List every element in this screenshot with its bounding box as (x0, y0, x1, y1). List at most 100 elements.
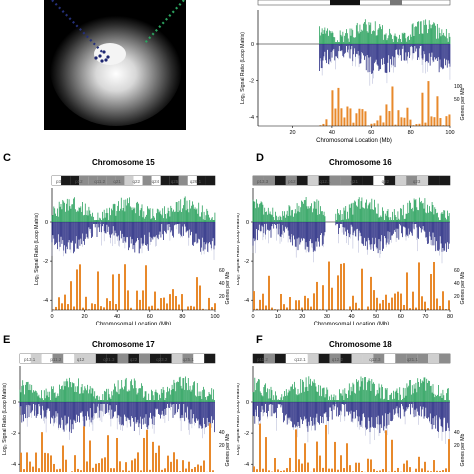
ideogram-band (384, 354, 396, 363)
gene-density-bar (170, 461, 172, 472)
x-axis-label: Chromosomal Location (Mb) (314, 322, 390, 325)
y-tick-label: -2 (43, 259, 48, 265)
gene-density-bar (109, 301, 111, 310)
gene-density-bar (382, 469, 384, 472)
gene-density-bar (274, 309, 276, 310)
gene-density-bar (436, 298, 438, 310)
gene-density-bar (391, 297, 393, 310)
gene-density-bar (412, 125, 415, 126)
gene-density-bar (104, 457, 106, 472)
gene-density-bar (316, 441, 318, 472)
ideogram-band (351, 176, 363, 185)
gene-density-bar (289, 457, 291, 472)
panel-c-chart: p3 p12 q11.2 q21 q22 q24 q25 q26.1 0 -2 -4 Log₂ Sig… (34, 175, 231, 325)
gene-density-bar (340, 108, 343, 126)
gene-density-bar (412, 291, 414, 310)
gene-density-bar (388, 111, 391, 126)
ideogram-band (417, 176, 429, 185)
right-tick-label: 40 (219, 430, 225, 436)
gene-density-bar (200, 465, 202, 472)
x-tick-label: 20 (299, 314, 305, 320)
ideogram-band-label: q22 (133, 179, 141, 184)
ideogram-band (171, 354, 183, 363)
ideogram-band (106, 354, 118, 363)
gene-density-bar (385, 104, 388, 126)
gene-density-bar (385, 294, 387, 310)
gene-density-bar (194, 467, 196, 472)
signal-negative-series (19, 402, 215, 440)
ideogram-band (417, 354, 429, 363)
y-tick-label: -4 (249, 115, 254, 121)
gene-density-bar (44, 452, 46, 472)
gene-density-bar (124, 264, 126, 310)
gene-density-bar (292, 471, 294, 472)
gene-density-bar (23, 469, 25, 472)
ideogram-band (117, 354, 129, 363)
right-tick-label: 100 (454, 84, 463, 90)
gene-density-bar (178, 304, 180, 310)
nucleus-blob (50, 10, 182, 126)
gene-density-bar (169, 294, 171, 310)
gene-density-bar (346, 443, 348, 472)
ideogram-band-label: p13.1 (24, 357, 36, 362)
ideogram-band-label: q23.2 (156, 357, 168, 362)
gene-density-bar (421, 468, 423, 472)
gene-density-bar (355, 462, 357, 472)
gene-density-bar (298, 300, 300, 310)
gene-density-bar (103, 307, 105, 310)
gene-density-bar (280, 294, 282, 310)
gene-density-bar (268, 470, 270, 472)
gene-density-bar (173, 452, 175, 472)
gene-density-bar (86, 461, 88, 472)
ideogram-band (362, 176, 374, 185)
gene-density-bar (175, 296, 177, 310)
x-tick-label: 50 (373, 314, 379, 320)
gene-density-bar (160, 298, 162, 310)
gene-density-bar (148, 306, 150, 310)
ideogram-band (196, 176, 206, 185)
gene-density-bar (397, 110, 400, 126)
gene-density-bar (71, 471, 73, 472)
panel-d-chart: p13.3 p12 q12.1 q21 q22 q23 0 -2 -4 Log₂ Signal R… (237, 175, 466, 325)
right-tick-label: 40 (219, 281, 225, 287)
gene-density-bar (334, 108, 337, 126)
gene-density-bar (427, 308, 429, 310)
ideogram-band (390, 0, 402, 5)
ideogram-band (373, 354, 385, 363)
ideogram-band-label: q24 (152, 179, 160, 184)
ideogram-band-label: q11.2 (94, 179, 105, 184)
gene-density-bar (85, 296, 87, 310)
y-tick-label: 0 (246, 400, 249, 406)
ideogram-band (285, 176, 297, 185)
gene-density-bar (62, 445, 64, 472)
y-tick-label: -4 (43, 298, 48, 304)
ideogram-band (439, 176, 450, 185)
gene-density-bar (56, 469, 58, 472)
gene-density-bar (50, 455, 52, 472)
ideogram-band (160, 176, 170, 185)
gene-density-bar (167, 455, 169, 472)
gene-density-bar (179, 471, 181, 472)
ideogram-band (307, 176, 319, 185)
ideogram-band-label: q21.1 (407, 357, 419, 362)
gene-density-bar (436, 470, 438, 472)
gene-density-bar (301, 307, 303, 310)
gene-density-bar (418, 456, 420, 472)
gene-density-bar (142, 290, 144, 310)
gene-density-bar (352, 295, 354, 310)
gene-density-bar (197, 464, 199, 472)
gene-density-bar (382, 299, 384, 310)
ideogram-band (428, 354, 440, 363)
gene-density-bar (439, 305, 441, 310)
x-tick-label: 80 (179, 314, 185, 320)
gene-density-bar (127, 290, 129, 310)
right-axis-label: Genes per Mb (460, 87, 466, 120)
panel-f: F Chromosome 18 p11.2 q12.1 q12.2 q12.3 q21.… (237, 330, 474, 474)
gene-density-bar (307, 462, 309, 472)
panel-d: D Chromosome 16 p13.3 p12 q12.1 q21 q22 q23 0 -… (237, 150, 474, 325)
ideogram-band (274, 176, 286, 185)
gene-density-bar (140, 470, 142, 472)
ideogram-band (329, 354, 341, 363)
ideogram-band (373, 176, 385, 185)
y-axis-label: Log₂ Signal Ratio (Loop Matrix) (240, 32, 246, 104)
